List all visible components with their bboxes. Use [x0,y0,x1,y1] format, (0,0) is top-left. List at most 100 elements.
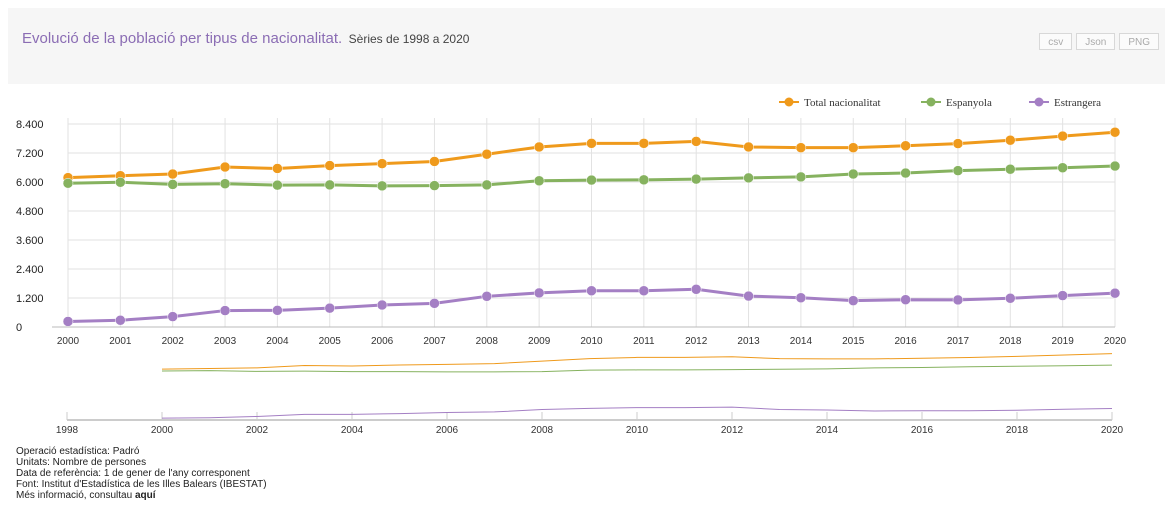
chart-title-block: Evolució de la població per tipus de nac… [22,30,469,48]
footer-more-info-text: Més informació, consultau [16,490,133,501]
data-point [952,165,964,176]
legend-swatch-dot [1034,97,1044,107]
json-button[interactable]: Json [1076,33,1116,50]
data-point [376,299,388,311]
data-point [638,285,650,296]
data-point [848,295,859,306]
data-point [1109,287,1121,299]
data-point [638,174,650,186]
x-tick-label: 2002 [162,336,185,347]
footer-more-info-link[interactable]: aquí [134,490,156,501]
legend-label: Estrangera [1054,97,1101,109]
navigator-tick-label: 2012 [721,425,744,436]
data-point [848,168,859,180]
data-point [795,171,807,183]
data-point [272,305,283,316]
y-tick-label: 7.200 [16,148,44,160]
x-tick-label: 2008 [476,336,499,347]
data-point [795,292,807,304]
data-point [900,294,911,305]
data-point [690,284,702,295]
y-tick-label: 6.000 [16,177,44,189]
data-point [586,285,597,296]
x-tick-label: 2019 [1052,336,1075,347]
legend-label: Espanyola [946,97,992,109]
data-point [1109,126,1121,138]
data-point [586,138,597,149]
y-tick-label: 0 [16,322,22,334]
data-point [586,174,597,186]
navigator-tick-label: 2006 [436,425,459,436]
data-point [481,179,493,191]
data-point [743,141,754,153]
x-tick-label: 2017 [947,336,970,347]
data-point [324,179,335,191]
data-point [62,316,74,327]
navigator-tick-label: 2010 [626,425,649,436]
legend-label: Total nacionalitat [804,97,881,109]
png-button[interactable]: PNG [1119,33,1159,50]
data-point [1005,134,1016,146]
x-tick-label: 2014 [790,336,813,347]
population-chart: 0 1.200 2.400 3.600 4.800 6.000 7.200 8.400 2000… [16,97,1127,436]
data-point [219,161,231,173]
data-point [795,142,807,153]
data-point [167,311,178,322]
data-point [167,179,178,190]
data-point [1057,290,1068,301]
chart-title: Evolució de la població per tipus de nac… [22,30,343,47]
data-point [533,141,545,153]
data-point [429,298,440,309]
csv-button[interactable]: csv [1039,33,1073,50]
data-point [1005,163,1016,175]
data-point [743,172,754,184]
data-point [743,290,754,302]
y-tick-label: 2.400 [16,264,44,276]
data-point [533,287,545,299]
footer-more-info: Més informació, consultau aquí [16,490,267,501]
navigator-tick-label: 2002 [246,425,269,436]
navigator-tick-label: 2018 [1006,425,1029,436]
data-point [638,138,650,149]
x-tick-label: 2013 [737,336,760,347]
chart-header-panel: Evolució de la població per tipus de nac… [8,8,1165,84]
data-point [533,175,545,187]
legend-swatch-dot [926,97,936,107]
footer-reference-date: Data de referència: 1 de gener de l'any … [16,468,250,479]
chart-footer: Operació estadística: Padró Unitats: Nom… [16,446,267,501]
data-point [1057,162,1068,173]
data-point [952,294,964,306]
data-point [690,173,702,185]
data-point [115,176,126,188]
data-point [115,314,126,326]
y-tick-label: 3.600 [16,235,44,247]
data-point [429,180,440,191]
y-tick-label: 4.800 [16,206,44,218]
data-point [848,142,859,153]
navigator-series-line [161,364,1113,373]
navigator-tick-label: 2014 [816,425,839,436]
data-point [376,180,388,192]
navigator-series-line [161,406,1113,419]
data-point [481,291,493,302]
y-tick-label: 1.200 [16,293,44,305]
data-point [167,168,178,180]
navigator-tick-label: 2020 [1101,425,1124,436]
data-point [1109,160,1121,172]
x-tick-label: 2015 [842,336,865,347]
footer-source: Font: Institut d'Estadística de les Ille… [16,479,267,490]
x-tick-label: 2004 [266,336,289,347]
y-tick-label: 8.400 [16,119,44,131]
data-point [324,302,335,314]
footer-operation: Operació estadística: Padró [16,446,140,457]
x-tick-label: 2018 [999,336,1022,347]
data-point [429,156,440,167]
x-tick-label: 2005 [319,336,342,347]
data-point [1057,130,1068,142]
navigator-tick-label: 2016 [911,425,934,436]
data-point [952,138,964,149]
x-tick-label: 2003 [214,336,237,347]
data-point [690,136,702,147]
data-point [900,167,911,179]
x-tick-label: 2020 [1104,336,1127,347]
